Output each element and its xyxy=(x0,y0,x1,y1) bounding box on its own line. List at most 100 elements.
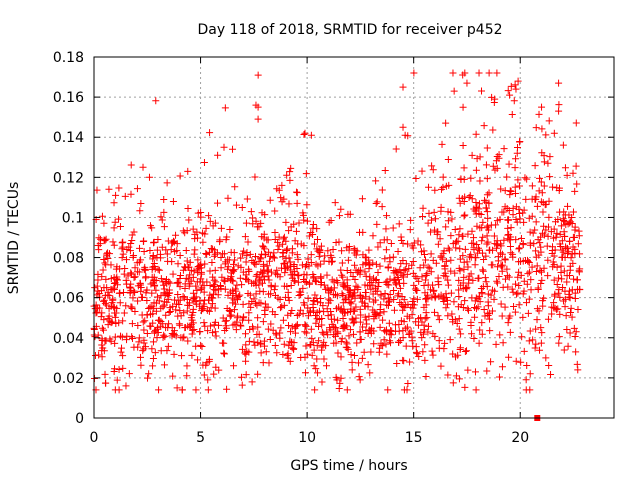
data-point xyxy=(231,183,239,191)
data-point xyxy=(169,237,177,245)
data-point xyxy=(343,266,351,274)
data-point xyxy=(320,308,328,316)
data-point xyxy=(396,284,404,292)
data-point xyxy=(444,300,452,308)
data-point xyxy=(302,170,310,178)
data-point xyxy=(214,291,222,299)
data-point xyxy=(265,276,273,284)
data-point xyxy=(253,270,261,278)
data-point xyxy=(561,295,569,303)
data-point xyxy=(286,168,294,176)
y-tick-label: 0.02 xyxy=(53,371,84,387)
data-point xyxy=(143,286,151,294)
data-point xyxy=(237,263,245,271)
data-point xyxy=(515,182,523,190)
data-point xyxy=(218,250,226,258)
data-point xyxy=(223,304,231,312)
data-point xyxy=(206,281,214,289)
data-point xyxy=(189,273,197,281)
data-point xyxy=(395,338,403,346)
data-point xyxy=(300,216,308,224)
data-point xyxy=(100,236,108,244)
data-point xyxy=(309,221,317,229)
data-point xyxy=(330,315,338,323)
data-point xyxy=(160,208,168,216)
data-point xyxy=(446,336,454,344)
data-point xyxy=(166,304,174,312)
data-point xyxy=(485,199,493,207)
data-point xyxy=(400,273,408,281)
data-point xyxy=(127,161,135,169)
data-point xyxy=(118,239,126,247)
data-point xyxy=(459,71,467,79)
data-point xyxy=(470,246,478,254)
data-point xyxy=(294,278,302,286)
data-point xyxy=(118,333,126,341)
data-point xyxy=(484,298,492,306)
data-point xyxy=(301,321,309,329)
data-point xyxy=(160,196,168,204)
data-point xyxy=(122,382,130,390)
data-point xyxy=(442,223,450,231)
data-point xyxy=(299,284,307,292)
data-point xyxy=(343,340,351,348)
data-point xyxy=(438,140,446,148)
data-point xyxy=(506,91,514,99)
data-point xyxy=(226,226,234,234)
data-point xyxy=(280,282,288,290)
data-point xyxy=(515,301,523,309)
data-point xyxy=(565,272,573,280)
data-point xyxy=(400,296,408,304)
data-point xyxy=(345,246,353,254)
data-point xyxy=(230,362,238,370)
data-point xyxy=(272,329,280,337)
data-point xyxy=(526,370,534,378)
data-point xyxy=(110,284,118,292)
data-point xyxy=(183,257,191,265)
data-point xyxy=(576,265,584,273)
data-point xyxy=(359,228,367,236)
data-point xyxy=(532,340,540,348)
data-point xyxy=(365,312,373,320)
data-point xyxy=(362,316,370,324)
data-point xyxy=(115,184,123,192)
data-point xyxy=(408,333,416,341)
data-point xyxy=(117,348,125,356)
data-point xyxy=(248,378,256,386)
data-point xyxy=(340,279,348,287)
data-point xyxy=(538,229,546,237)
data-point xyxy=(392,145,400,153)
data-point xyxy=(384,386,392,394)
data-point xyxy=(532,268,540,276)
data-point xyxy=(295,219,303,227)
data-point xyxy=(380,336,388,344)
data-point xyxy=(214,199,222,207)
data-point xyxy=(448,310,456,318)
data-point xyxy=(421,256,429,264)
data-point xyxy=(331,324,339,332)
data-point xyxy=(452,372,460,380)
data-point xyxy=(239,300,247,308)
data-point xyxy=(194,209,202,217)
y-tick-label: 0.08 xyxy=(53,251,84,267)
data-point xyxy=(456,267,464,275)
data-point xyxy=(561,303,569,311)
data-point xyxy=(561,211,569,219)
data-point xyxy=(312,278,320,286)
data-point xyxy=(230,296,238,304)
data-point xyxy=(572,328,580,336)
data-point xyxy=(576,250,584,258)
data-point xyxy=(386,258,394,266)
data-point xyxy=(112,309,120,317)
data-point xyxy=(442,119,450,127)
data-point xyxy=(201,296,209,304)
y-tick-label: 0.18 xyxy=(53,50,84,66)
data-point xyxy=(212,332,220,340)
data-point xyxy=(260,337,268,345)
data-point xyxy=(480,306,488,314)
data-point xyxy=(146,246,154,254)
data-point xyxy=(503,173,511,181)
data-point xyxy=(537,243,545,251)
data-point xyxy=(320,330,328,338)
data-point xyxy=(385,319,393,327)
